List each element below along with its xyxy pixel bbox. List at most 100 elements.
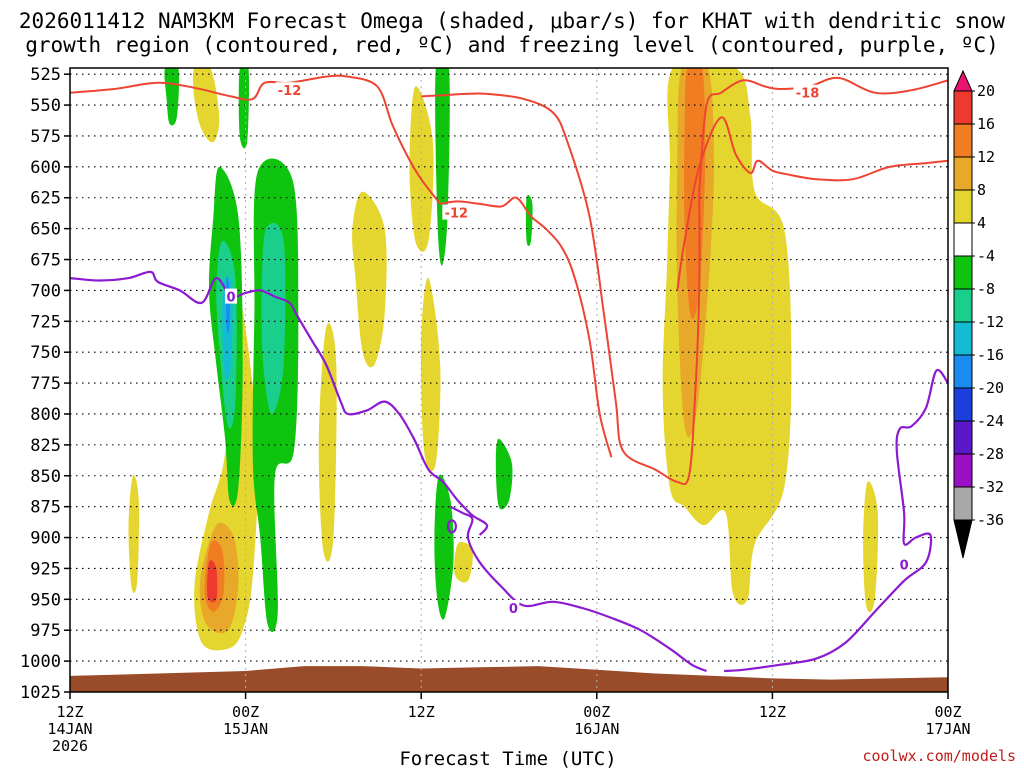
terrain-ground xyxy=(70,666,948,692)
contour-label-bg-1 xyxy=(442,204,471,220)
x-tick-label-24-line1: 12Z xyxy=(408,703,435,721)
y-tick-label-550: 550 xyxy=(30,96,61,116)
omega-shade-region-24 xyxy=(434,474,454,620)
contour-label-bg-0 xyxy=(275,82,304,98)
x-tick-label-0-line3: 2026 xyxy=(52,737,88,755)
omega-shade-region-22 xyxy=(261,222,286,414)
omega-shade-region-14 xyxy=(863,481,879,613)
y-tick-label-625: 625 xyxy=(30,189,61,209)
colorbar-bottom-arrow xyxy=(953,519,973,559)
colorbar-label-8: -16 xyxy=(977,346,1004,364)
contour-label-bg-4 xyxy=(507,599,520,615)
y-tick-label-525: 525 xyxy=(30,65,61,85)
omega-shade-region-4 xyxy=(192,68,220,143)
colorbar-label-5: -4 xyxy=(977,247,995,265)
contour-label-bg-3 xyxy=(224,288,237,304)
colorbar-swatch-9 xyxy=(953,354,973,389)
colorbar-swatch-3 xyxy=(953,156,973,191)
omega-shade-region-25 xyxy=(495,438,513,510)
colorbar: 20 16 12 8 4 -4 -8 -12 -16 -20 -24 -28 -32 -36 xyxy=(953,69,1004,559)
y-tick-label-700: 700 xyxy=(30,281,61,301)
colorbar-label-10: -24 xyxy=(977,412,1004,430)
freezing-level-contour-line-0 xyxy=(70,270,489,536)
credit-text: coolwx.com/models xyxy=(862,747,1016,765)
y-tick-label-850: 850 xyxy=(30,467,61,487)
y-tick-label-825: 825 xyxy=(30,436,61,456)
colorbar-top-arrow xyxy=(953,69,973,92)
colorbar-label-11: -28 xyxy=(977,445,1004,463)
freezing-level-closed-loop xyxy=(446,519,458,534)
y-tick-label-925: 925 xyxy=(30,559,61,579)
plot-area: -12 -12 -18 0 0 0 525 550 575 600 625 650 675 700 725 7… xyxy=(20,65,971,755)
omega-shade-region-9 xyxy=(454,542,473,583)
colorbar-swatch-1 xyxy=(953,90,973,125)
x-tick-label-12-line1: 00Z xyxy=(232,703,259,721)
omega-shade-region-13 xyxy=(128,474,140,593)
contour-label-bg-5 xyxy=(898,556,911,572)
x-tick-label-12-line2: 15JAN xyxy=(223,720,268,738)
y-tick-label-600: 600 xyxy=(30,158,61,178)
y-tick-label-775: 775 xyxy=(30,374,61,394)
y-tick-label-725: 725 xyxy=(30,312,61,332)
dendritic-contour-line-1 xyxy=(421,92,701,486)
y-tick-label-800: 800 xyxy=(30,405,61,425)
dendritic-contour-line-3 xyxy=(698,76,948,192)
colorbar-label-13: -36 xyxy=(977,511,1004,529)
y-tick-label-675: 675 xyxy=(30,251,61,271)
y-tick-label-1025: 1025 xyxy=(20,683,61,703)
colorbar-swatch-11 xyxy=(953,420,973,455)
colorbar-label-9: -20 xyxy=(977,379,1004,397)
omega-shade-region-16 xyxy=(238,68,249,149)
colorbar-swatch-8 xyxy=(953,321,973,356)
dendritic-contour-line-4 xyxy=(676,116,948,291)
y-tick-label-650: 650 xyxy=(30,220,61,240)
freezing-level-contour-line-2 xyxy=(724,368,948,673)
x-tick-label-36-line1: 00Z xyxy=(583,703,610,721)
y-tick-label-950: 950 xyxy=(30,590,61,610)
contour-label-0: -12 xyxy=(278,84,302,99)
contour-label-4: 0 xyxy=(509,602,518,617)
x-tick-label-0-line2: 14JAN xyxy=(47,720,92,738)
omega-shade-region-8 xyxy=(421,277,441,472)
x-tick-label-60-line2: 17JAN xyxy=(925,720,970,738)
x-tick-label-60-line1: 00Z xyxy=(934,703,961,721)
y-tick-label-750: 750 xyxy=(30,343,61,363)
colorbar-label-3: 8 xyxy=(977,181,986,199)
omega-shade-region-26 xyxy=(525,194,533,247)
colorbar-swatch-4 xyxy=(953,189,973,224)
colorbar-swatch-6 xyxy=(953,255,973,290)
y-tick-label-975: 975 xyxy=(30,621,61,641)
contour-label-bg-2 xyxy=(793,84,822,100)
x-tick-label-0-line1: 12Z xyxy=(56,703,83,721)
contour-label-1: -12 xyxy=(445,207,469,222)
y-tick-label-1000: 1000 xyxy=(20,652,61,672)
colorbar-label-1: 16 xyxy=(977,115,995,133)
y-tick-label-900: 900 xyxy=(30,529,61,549)
colorbar-swatch-5 xyxy=(953,222,973,257)
colorbar-label-12: -32 xyxy=(977,478,1004,496)
omega-shade-region-3 xyxy=(207,560,218,603)
plot-frame xyxy=(69,67,949,693)
colorbar-swatch-2 xyxy=(953,123,973,158)
omega-shading-layer xyxy=(128,68,879,651)
contour-label-3: 0 xyxy=(226,291,235,306)
x-tick-label-36-line2: 16JAN xyxy=(574,720,619,738)
dendritic-contour-line-2 xyxy=(440,196,613,458)
colorbar-swatch-12 xyxy=(953,453,973,488)
contour-label-5: 0 xyxy=(900,559,909,574)
omega-shade-region-7 xyxy=(409,86,434,252)
y-tick-label-875: 875 xyxy=(30,498,61,518)
grid-lines xyxy=(70,68,948,692)
colorbar-label-2: 12 xyxy=(977,148,995,166)
colorbar-swatch-13 xyxy=(953,486,973,521)
x-axis-title: Forecast Time (UTC) xyxy=(399,748,616,768)
y-tick-label-575: 575 xyxy=(30,127,61,147)
contour-layer xyxy=(70,74,948,673)
colorbar-swatch-10 xyxy=(953,387,973,422)
colorbar-label-4: 4 xyxy=(977,214,986,232)
colorbar-label-0: 20 xyxy=(977,82,995,100)
colorbar-label-7: -12 xyxy=(977,313,1004,331)
freezing-level-contour-line-1 xyxy=(449,505,707,673)
colorbar-label-6: -8 xyxy=(977,280,995,298)
